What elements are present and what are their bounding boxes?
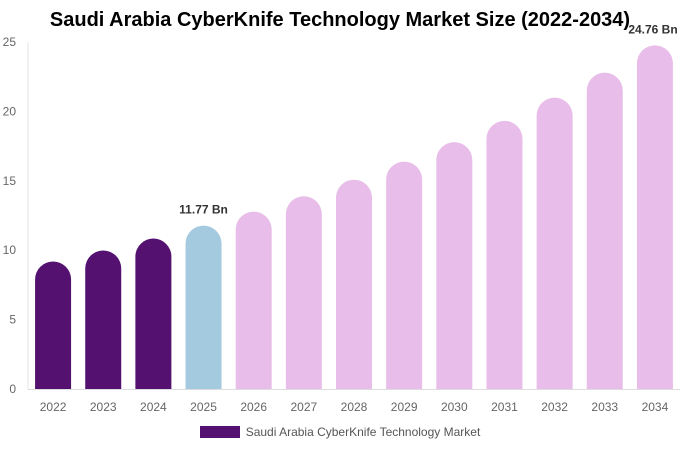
y-tick-label: 0 bbox=[9, 382, 16, 396]
bar-2031 bbox=[486, 120, 523, 390]
chart-title: Saudi Arabia CyberKnife Technology Marke… bbox=[49, 9, 631, 31]
x-tick-label: 2032 bbox=[541, 400, 568, 414]
legend-swatch bbox=[199, 426, 240, 438]
data-label: 24.76 Bn bbox=[628, 22, 677, 36]
y-tick-label: 25 bbox=[3, 35, 17, 49]
bar-2034 bbox=[636, 45, 673, 389]
legend-label: Saudi Arabia CyberKnife Technology Marke… bbox=[245, 425, 481, 439]
x-tick-label: 2033 bbox=[591, 400, 618, 414]
bar-2026 bbox=[235, 211, 272, 389]
bar-2025 bbox=[185, 225, 222, 389]
x-tick-label: 2029 bbox=[391, 400, 418, 414]
x-tick-label: 2028 bbox=[341, 400, 368, 414]
bar-2027 bbox=[285, 196, 322, 389]
y-tick-label: 5 bbox=[9, 313, 16, 327]
bar-2032 bbox=[536, 97, 573, 389]
bar-2029 bbox=[386, 161, 423, 389]
x-tick-label: 2031 bbox=[491, 400, 518, 414]
x-tick-label: 2022 bbox=[40, 400, 67, 414]
bar-2033 bbox=[586, 72, 623, 389]
x-tick-label: 2025 bbox=[190, 400, 217, 414]
x-tick-label: 2026 bbox=[240, 400, 267, 414]
y-tick-label: 15 bbox=[3, 174, 17, 188]
data-label: 11.77 Bn bbox=[179, 203, 228, 217]
bar-2022 bbox=[35, 261, 72, 389]
x-tick-label: 2024 bbox=[140, 400, 167, 414]
x-tick-label: 2034 bbox=[642, 400, 669, 414]
x-tick-label: 2027 bbox=[290, 400, 317, 414]
bar-2030 bbox=[436, 142, 473, 389]
x-tick-label: 2023 bbox=[90, 400, 117, 414]
legend: Saudi Arabia CyberKnife Technology Marke… bbox=[0, 425, 680, 439]
bar-2023 bbox=[85, 250, 122, 389]
bar-2024 bbox=[135, 238, 172, 389]
y-tick-label: 20 bbox=[3, 104, 17, 118]
x-tick-label: 2030 bbox=[441, 400, 468, 414]
y-tick-label: 10 bbox=[3, 243, 17, 257]
bar-2028 bbox=[336, 179, 372, 389]
